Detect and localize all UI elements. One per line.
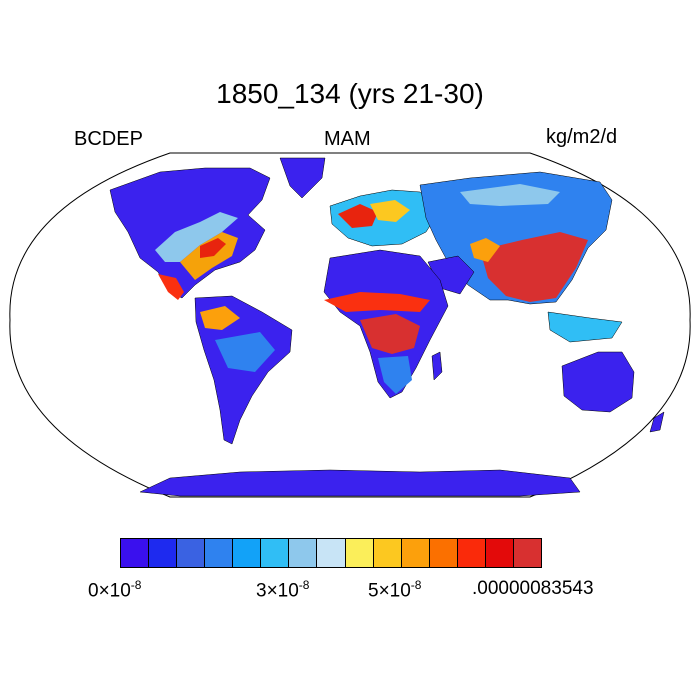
madagascar <box>431 351 443 381</box>
variable-label: BCDEP <box>74 128 143 150</box>
se-asia-islands <box>547 311 623 343</box>
colorbar-tick-3: .00000083543 <box>472 578 594 599</box>
colorbar <box>120 538 542 568</box>
colorbar-swatch <box>373 539 402 567</box>
units-label: kg/m2/d <box>546 126 618 148</box>
colorbar-swatch <box>289 539 318 567</box>
colorbar-swatch <box>429 539 458 567</box>
colorbar-swatch <box>485 539 514 567</box>
map-title: 1850_134 (yrs 21-30) <box>216 78 484 109</box>
australia <box>561 351 635 413</box>
africa-central-deposition <box>360 314 420 354</box>
africa-sahel-band <box>324 292 430 312</box>
colorbar-swatch <box>513 539 541 567</box>
colorbar-swatch <box>317 539 346 567</box>
sa-north-deposition <box>200 306 240 330</box>
mexico <box>158 274 184 300</box>
asia-north-light <box>460 184 560 206</box>
antarctica <box>139 469 581 497</box>
greenland <box>279 157 326 199</box>
colorbar-swatch <box>205 539 234 567</box>
colorbar-swatch <box>233 539 262 567</box>
colorbar-tick-2: 5×10-8 <box>368 578 422 602</box>
europe-deposition-peak <box>338 204 378 228</box>
africa-south-light <box>378 356 412 394</box>
colorbar-swatch <box>149 539 178 567</box>
colorbar-swatch <box>401 539 430 567</box>
colorbar-swatch <box>345 539 374 567</box>
colorbar-swatch <box>261 539 290 567</box>
na-deposition-peak <box>200 238 226 258</box>
europe-deposition-high <box>370 200 410 222</box>
china-deposition <box>480 232 588 302</box>
na-light <box>155 212 238 262</box>
sa-light <box>215 332 275 372</box>
colorbar-swatch <box>121 539 150 567</box>
china-edge <box>470 238 500 262</box>
season-label: MAM <box>324 128 371 150</box>
new-zealand <box>649 411 665 433</box>
colorbar-swatch <box>457 539 486 567</box>
colorbar-tick-1: 3×10-8 <box>256 578 310 602</box>
colorbar-tick-0: 0×10-8 <box>88 578 142 602</box>
colorbar-swatch <box>177 539 206 567</box>
